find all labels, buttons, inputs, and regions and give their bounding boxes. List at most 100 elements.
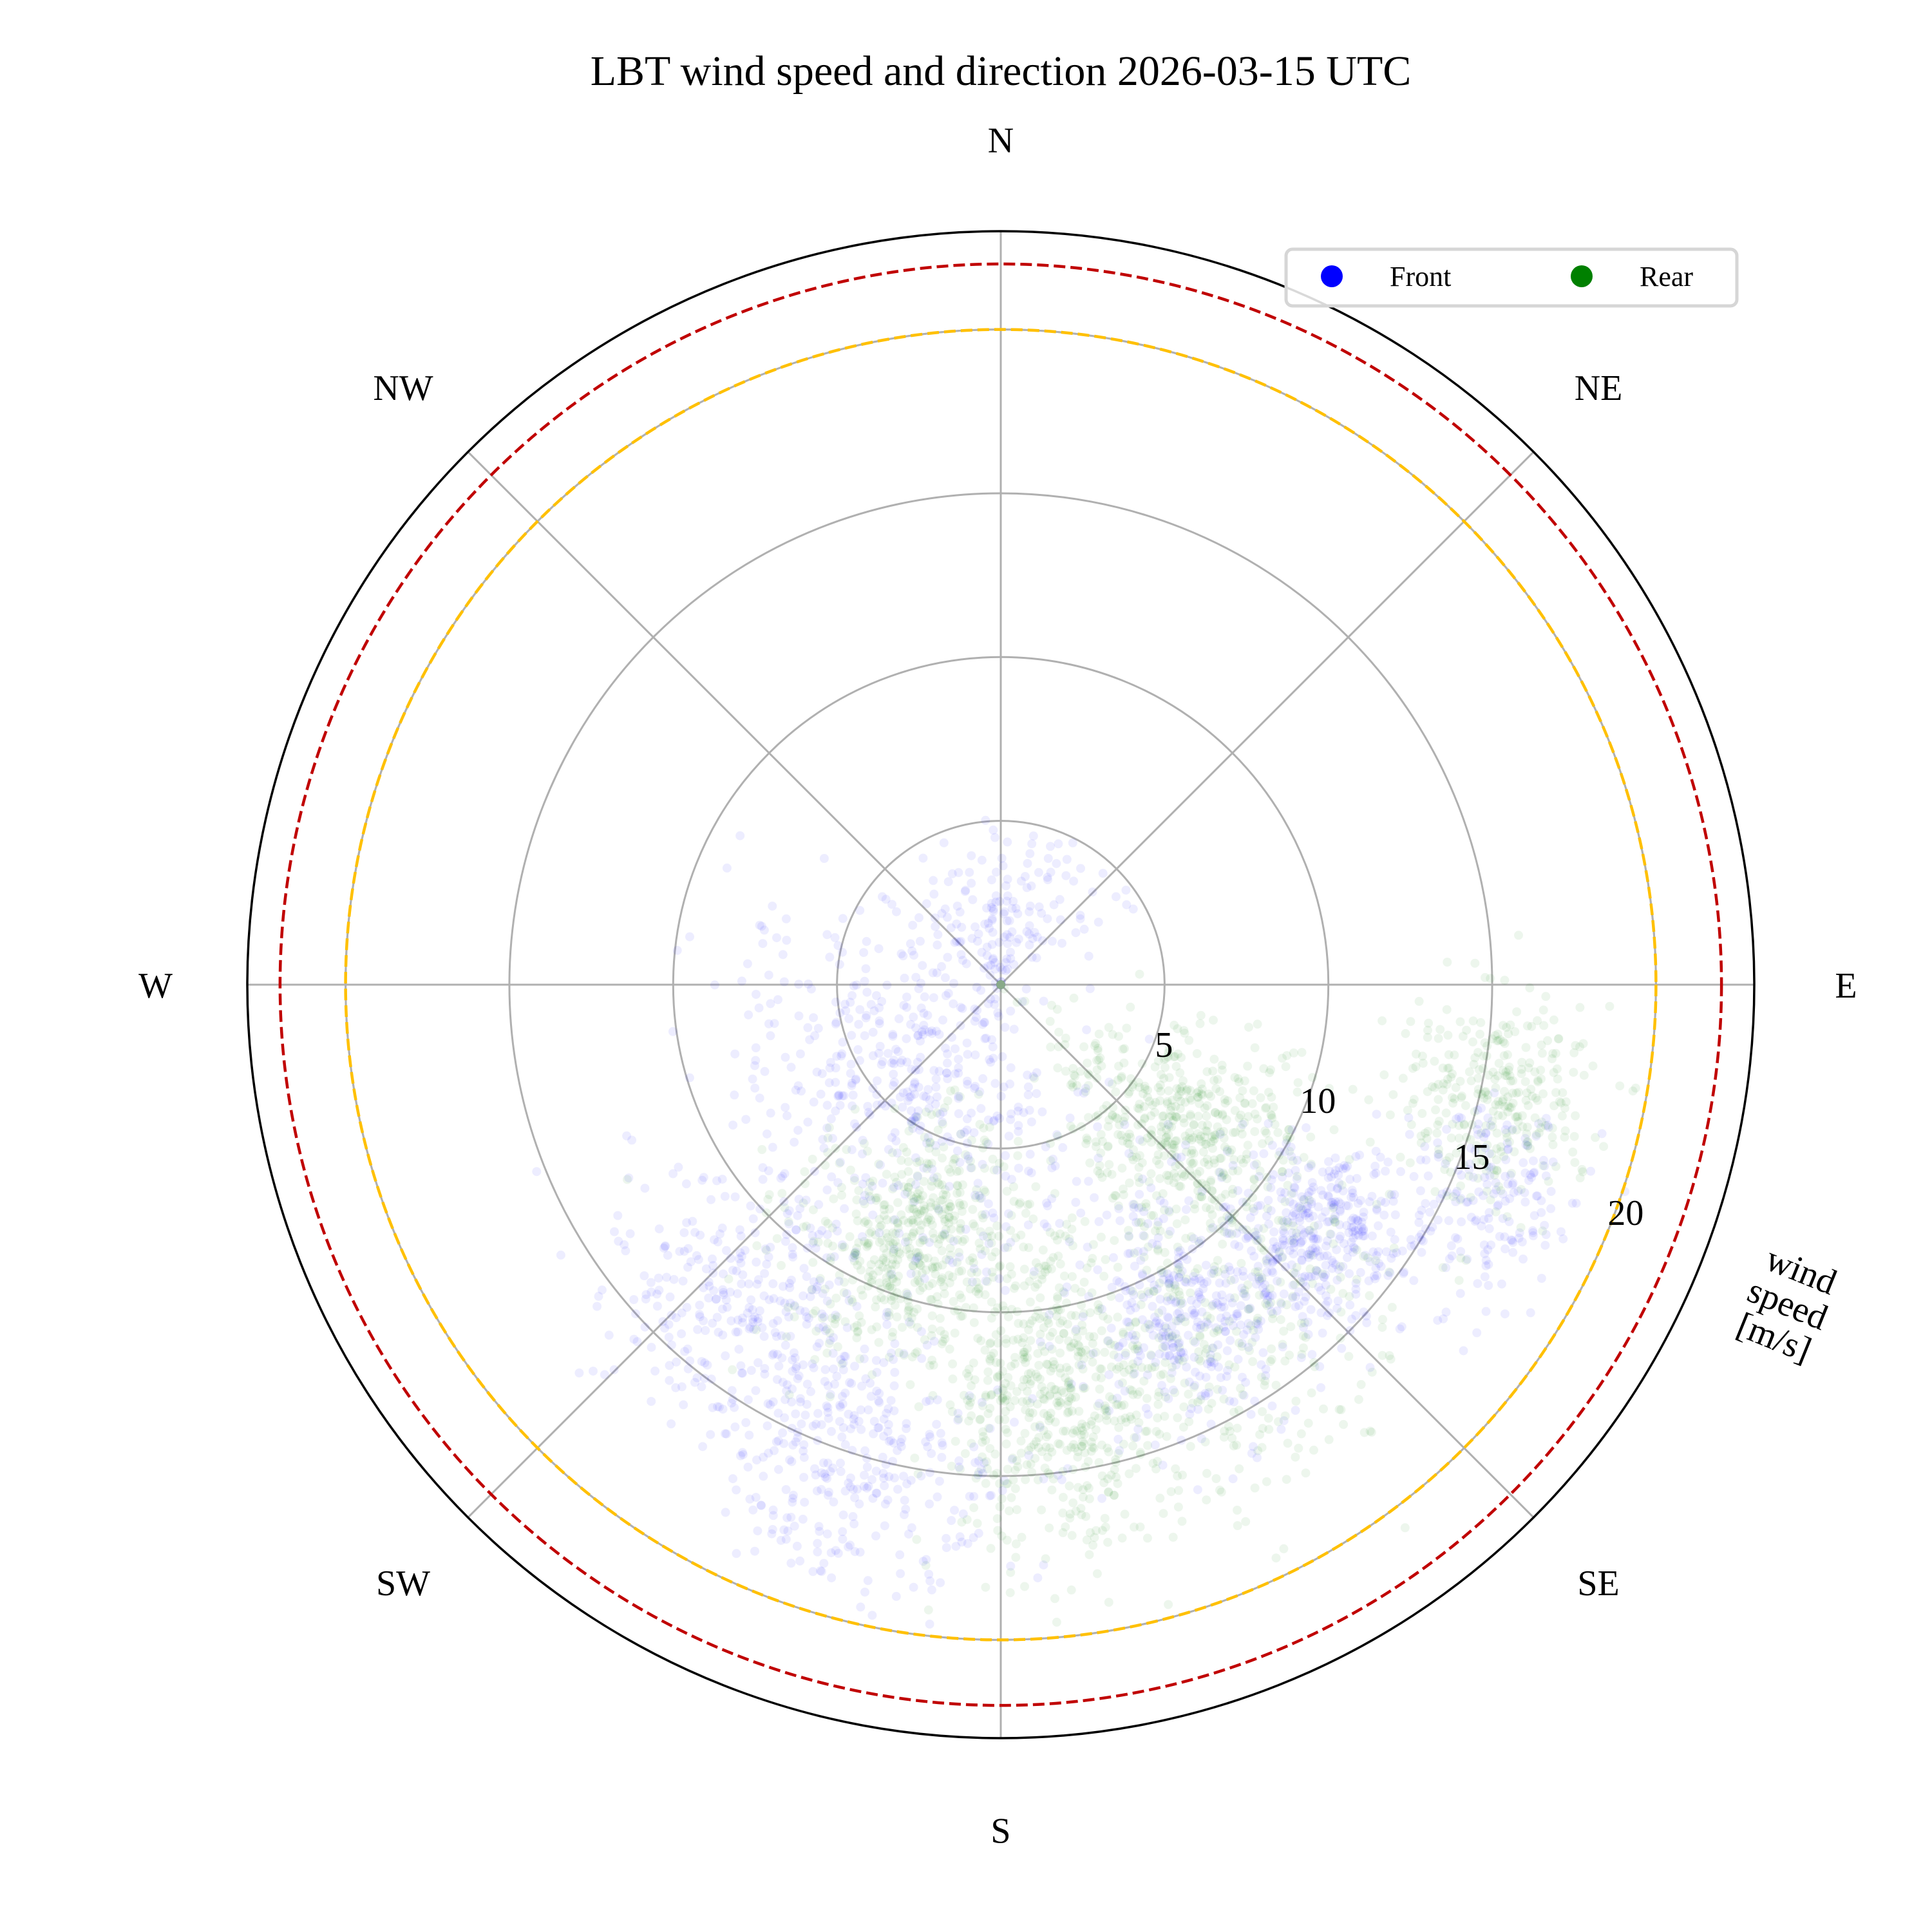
data-point — [922, 1397, 931, 1406]
data-point — [1154, 1308, 1164, 1318]
data-point — [897, 1056, 907, 1065]
data-point — [1269, 1103, 1278, 1112]
data-point — [1143, 1441, 1153, 1450]
data-point — [930, 1256, 940, 1266]
data-point — [1200, 1391, 1210, 1401]
data-point — [1537, 1274, 1546, 1283]
data-point — [1331, 1153, 1340, 1163]
data-point — [839, 1091, 849, 1101]
data-point — [875, 1019, 884, 1028]
data-point — [1367, 1231, 1377, 1241]
data-point — [913, 1171, 922, 1180]
data-point — [1309, 1445, 1318, 1455]
data-point — [1221, 1278, 1231, 1288]
data-point — [1254, 1272, 1264, 1282]
data-point — [1136, 1256, 1146, 1265]
data-point — [1124, 1231, 1133, 1241]
data-point — [1289, 1238, 1298, 1248]
data-point — [662, 1273, 672, 1282]
data-point — [963, 1539, 972, 1548]
data-point — [1039, 996, 1048, 1006]
data-point — [1277, 1216, 1287, 1225]
data-point — [914, 1402, 923, 1412]
data-point — [1027, 1376, 1036, 1386]
data-point — [1104, 1598, 1113, 1607]
data-point — [624, 1173, 634, 1183]
data-point — [882, 980, 892, 990]
data-point — [1104, 1160, 1114, 1170]
data-point — [1242, 1225, 1251, 1235]
data-point — [1321, 1270, 1331, 1280]
data-point — [951, 1069, 960, 1079]
data-point — [768, 1505, 778, 1515]
data-point — [1171, 1360, 1181, 1370]
data-point — [849, 981, 858, 990]
data-point — [1480, 1249, 1490, 1258]
data-point — [1430, 1056, 1439, 1066]
data-point — [1249, 1325, 1258, 1335]
data-point — [671, 1383, 681, 1392]
data-point — [1084, 1081, 1093, 1090]
data-point — [827, 1426, 836, 1436]
data-point — [675, 1247, 685, 1256]
data-point — [1157, 1305, 1167, 1315]
data-point — [784, 1217, 793, 1227]
data-point — [589, 1367, 598, 1376]
data-point — [1307, 1186, 1316, 1195]
data-point — [850, 1119, 859, 1128]
data-point — [1153, 1233, 1163, 1242]
data-point — [1244, 1231, 1253, 1241]
data-point — [1237, 1283, 1247, 1293]
data-point — [738, 1318, 747, 1327]
data-point — [815, 1338, 824, 1348]
data-point — [957, 1207, 967, 1216]
data-point — [869, 1417, 879, 1426]
data-point — [1466, 1076, 1476, 1086]
data-point — [1282, 1300, 1292, 1310]
data-point — [1267, 1141, 1277, 1150]
data-point — [1476, 1018, 1486, 1027]
data-point — [1059, 1287, 1068, 1296]
data-point — [1297, 1048, 1307, 1057]
data-point — [967, 851, 976, 860]
data-point — [1189, 1311, 1199, 1320]
data-point — [697, 1175, 707, 1185]
data-point — [1385, 1267, 1394, 1277]
data-point — [961, 1303, 971, 1312]
data-point — [772, 1375, 782, 1385]
data-point — [1043, 1201, 1052, 1211]
data-point — [743, 959, 752, 969]
data-point — [1356, 1196, 1365, 1205]
data-point — [1202, 1359, 1212, 1368]
data-point — [788, 1493, 798, 1503]
data-point — [1005, 933, 1015, 942]
data-point — [1267, 1175, 1276, 1185]
data-point — [1556, 1227, 1566, 1236]
data-point — [1371, 1256, 1381, 1265]
data-point — [1530, 1211, 1539, 1220]
data-point — [1006, 1063, 1016, 1072]
data-point — [1046, 1381, 1056, 1391]
data-point — [970, 1004, 980, 1014]
data-point — [807, 1285, 817, 1294]
data-point — [1159, 1214, 1168, 1224]
data-point — [1459, 1121, 1469, 1130]
data-point — [1278, 1172, 1287, 1182]
data-point — [1268, 1268, 1278, 1278]
data-point — [667, 1340, 676, 1350]
data-point — [1531, 1191, 1541, 1201]
data-point — [1086, 1420, 1096, 1430]
data-point — [891, 1260, 900, 1269]
data-point — [717, 1304, 727, 1314]
data-point — [962, 1038, 972, 1048]
data-point — [1388, 1197, 1398, 1206]
data-point — [936, 1428, 945, 1438]
data-point — [813, 1023, 823, 1033]
data-point — [1001, 1425, 1010, 1434]
data-point — [1468, 1173, 1478, 1182]
data-point — [1211, 1291, 1221, 1300]
data-point — [1277, 1194, 1287, 1204]
data-point — [1278, 1252, 1287, 1262]
data-point — [632, 1337, 642, 1347]
data-point — [1092, 1074, 1102, 1083]
